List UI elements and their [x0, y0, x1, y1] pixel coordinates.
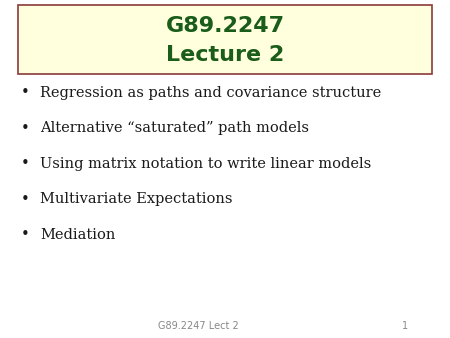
Text: Alternative “saturated” path models: Alternative “saturated” path models [40, 121, 310, 136]
Text: Using matrix notation to write linear models: Using matrix notation to write linear mo… [40, 157, 372, 171]
Text: Lecture 2: Lecture 2 [166, 45, 284, 65]
Text: •: • [20, 121, 29, 136]
FancyBboxPatch shape [18, 5, 432, 74]
Text: G89.2247 Lect 2: G89.2247 Lect 2 [158, 321, 239, 331]
Text: •: • [20, 227, 29, 242]
Text: Mediation: Mediation [40, 228, 116, 242]
Text: Regression as paths and covariance structure: Regression as paths and covariance struc… [40, 86, 382, 100]
Text: •: • [20, 86, 29, 100]
Text: G89.2247: G89.2247 [166, 16, 284, 36]
Text: •: • [20, 192, 29, 207]
Text: 1: 1 [402, 321, 408, 331]
Text: Multivariate Expectations: Multivariate Expectations [40, 192, 233, 207]
Text: •: • [20, 156, 29, 171]
